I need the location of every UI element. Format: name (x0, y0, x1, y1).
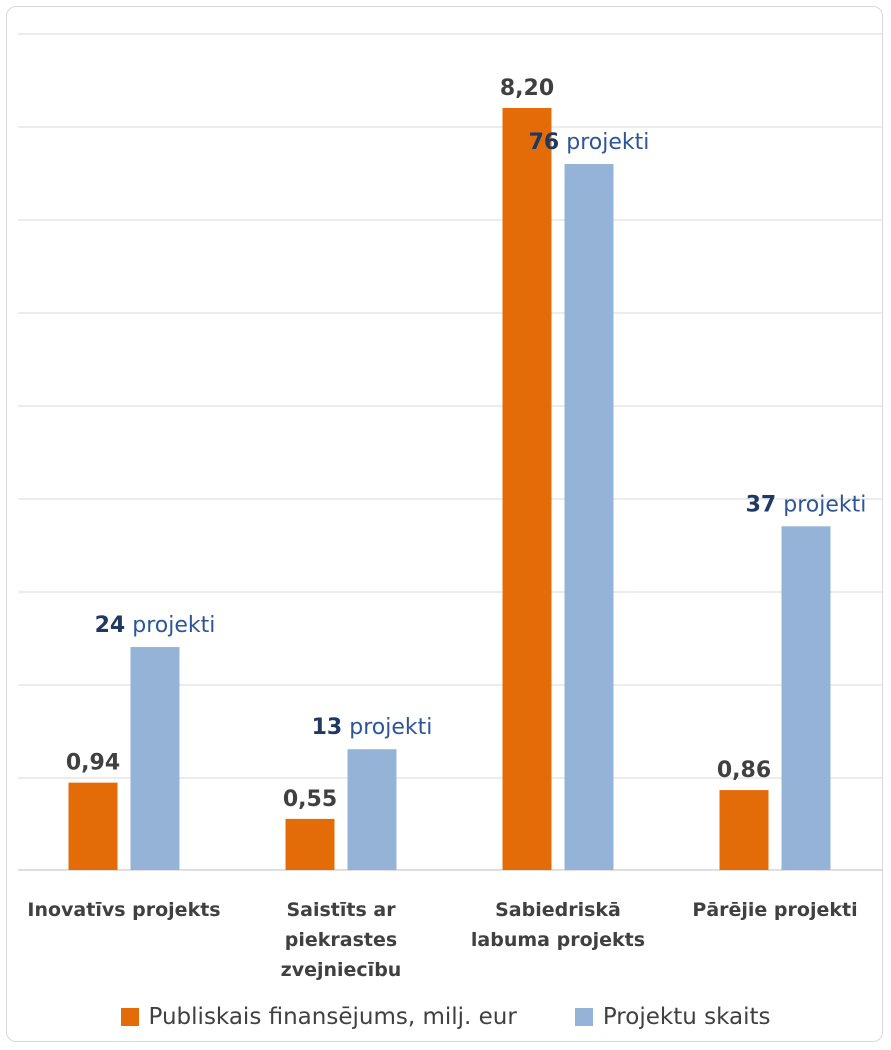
data-label-count-suffix: projekti (125, 613, 215, 638)
bar-chart: 0,94 24 projekti Inovatīvs projekts 0,55 13 … (18, 33, 883, 981)
data-label-count-suffix: projekti (559, 130, 649, 155)
legend-swatch-count (574, 1008, 593, 1026)
category-label: piekrastes (285, 929, 397, 951)
data-label-count-number: 24 (95, 613, 126, 638)
data-label-funding: 0,55 (283, 787, 337, 812)
data-label-count-number: 37 (746, 492, 777, 517)
bar-funding (68, 782, 118, 870)
category-label: zvejniecību (281, 959, 402, 981)
data-label-count: 76 projekti (529, 130, 650, 155)
bar-funding (502, 108, 552, 870)
bar-funding (719, 790, 769, 870)
data-label-count: 13 projekti (312, 715, 433, 740)
bar-count (564, 164, 614, 870)
data-label-count-number: 76 (529, 130, 560, 155)
data-label-count-suffix: projekti (342, 715, 432, 740)
data-label-count-number: 13 (312, 715, 343, 740)
category-label: Saistīts ar (286, 899, 396, 921)
data-label-funding: 8,20 (500, 76, 554, 101)
category-label: Sabiedriskā (495, 899, 621, 921)
legend-item-funding: Publiskais finansējums, milj. eur (120, 1004, 517, 1030)
bar-funding (285, 818, 335, 870)
category-label: labuma projekts (471, 929, 645, 951)
bar-count (130, 647, 180, 870)
legend-label-funding: Publiskais finansējums, milj. eur (148, 1004, 517, 1030)
data-label-count: 37 projekti (746, 492, 867, 517)
data-label-funding: 0,86 (717, 758, 771, 783)
data-label-funding: 0,94 (66, 751, 120, 776)
data-label-count: 24 projekti (95, 613, 216, 638)
legend-label-count: Projektu skaits (602, 1004, 771, 1030)
category-label: Pārējie projekti (692, 899, 857, 921)
legend-item-count: Projektu skaits (574, 1004, 771, 1030)
bar-count (781, 526, 831, 870)
legend: Publiskais finansējums, milj. eur Projek… (0, 1004, 891, 1030)
category-label: Inovatīvs projekts (27, 899, 220, 921)
bar-count (347, 749, 397, 870)
data-label-count-suffix: projekti (776, 492, 866, 517)
legend-swatch-funding (120, 1008, 139, 1026)
